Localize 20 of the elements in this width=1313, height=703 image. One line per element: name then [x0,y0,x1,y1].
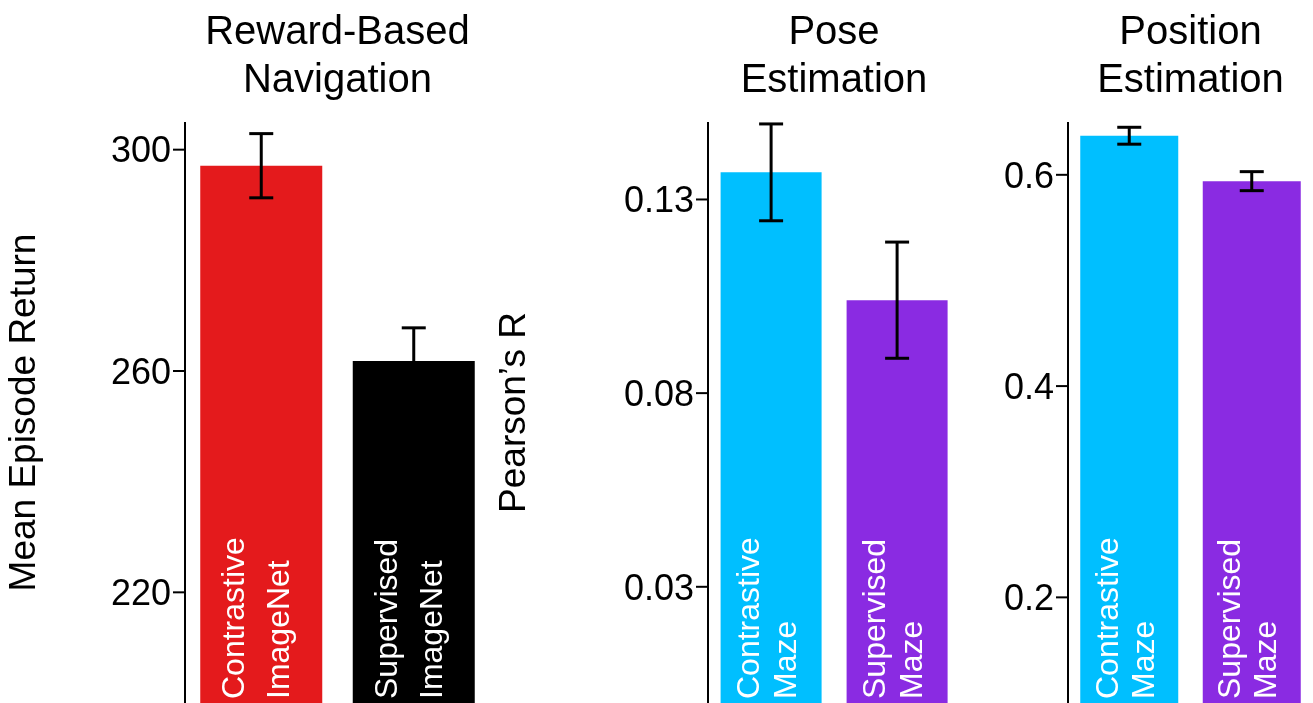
chart-title: Reward-Based Navigation [204,7,471,102]
x-tick-label: Supervised ImageNet [367,538,449,699]
y-tick-label: 0.6 [1003,154,1054,196]
y-tick-label: 0.03 [623,566,694,608]
y-tick-label: 0.2 [1003,577,1054,619]
y-tick-label: 0.13 [623,179,694,221]
y-tick-label: 220 [110,572,171,614]
chart-title: Position Estimation [1096,7,1285,102]
x-tick-label: Contrastive Maze [1088,537,1161,699]
y-axis-title: Mean Episode Return [2,233,44,592]
y-tick-label: 0.4 [1003,365,1054,407]
y-tick-label: 300 [110,129,171,171]
y-axis-title: Pearson’s R [492,312,534,513]
x-tick-label: Contrastive Maze [729,537,804,699]
x-tick-label: Supervised Maze [855,538,930,699]
y-tick-label: 260 [110,350,171,392]
chart-title: Pose Estimation [739,7,929,102]
x-tick-label: Contrastive ImageNet [215,537,297,699]
x-tick-label: Supervised Maze [1211,538,1284,699]
y-tick-label: 0.08 [623,372,694,414]
